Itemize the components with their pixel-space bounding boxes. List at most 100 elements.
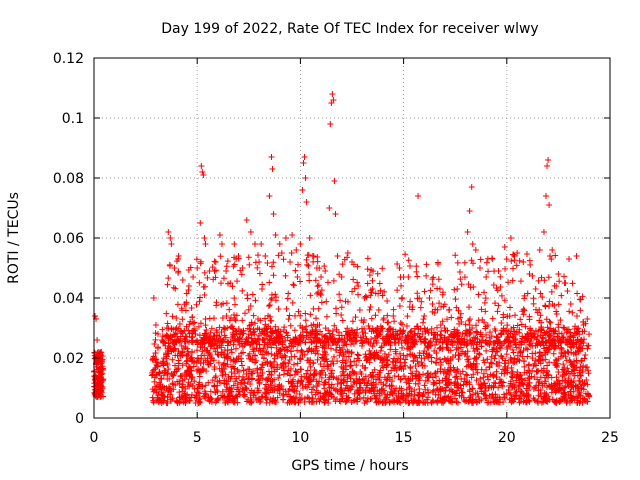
- data-point: [164, 361, 171, 368]
- data-point: [192, 331, 199, 338]
- data-point: [268, 291, 275, 298]
- data-point: [303, 256, 310, 263]
- data-point: [487, 329, 494, 336]
- data-point: [265, 312, 272, 319]
- data-point: [582, 390, 589, 397]
- data-point: [150, 295, 157, 301]
- data-point: [274, 387, 281, 394]
- data-point: [301, 154, 308, 160]
- data-point: [542, 378, 549, 385]
- data-point: [206, 397, 213, 404]
- data-point: [497, 345, 504, 352]
- data-point: [164, 376, 171, 383]
- data-point: [413, 263, 420, 270]
- data-point: [310, 321, 317, 328]
- data-point: [284, 347, 291, 354]
- data-point: [317, 361, 324, 368]
- data-point: [423, 261, 430, 268]
- data-point: [585, 370, 592, 377]
- data-point: [537, 312, 544, 319]
- data-point: [533, 336, 540, 343]
- data-point: [211, 332, 218, 339]
- data-point: [207, 388, 214, 395]
- data-point: [267, 317, 274, 324]
- data-point: [492, 300, 499, 307]
- data-point: [289, 232, 296, 238]
- data-point: [483, 347, 490, 354]
- data-point: [271, 352, 278, 359]
- data-point: [313, 387, 320, 394]
- data-point: [555, 271, 562, 277]
- data-point: [400, 352, 407, 359]
- data-point: [228, 349, 235, 356]
- data-point: [211, 258, 218, 265]
- data-point: [364, 280, 371, 287]
- data-point: [449, 338, 456, 345]
- data-point: [97, 370, 104, 376]
- data-point: [221, 360, 228, 367]
- data-point: [561, 273, 568, 280]
- data-point: [177, 333, 184, 340]
- data-point: [576, 344, 583, 351]
- data-point: [203, 368, 210, 375]
- data-point: [279, 339, 286, 346]
- data-point: [95, 388, 102, 394]
- data-point: [428, 329, 435, 336]
- data-point: [170, 339, 177, 346]
- data-point: [396, 265, 403, 271]
- y-tick-label: 0.08: [53, 171, 84, 187]
- data-point: [510, 324, 517, 331]
- data-point: [284, 295, 291, 302]
- data-point: [493, 333, 500, 340]
- data-point: [335, 376, 342, 383]
- data-point: [227, 323, 234, 330]
- data-point: [534, 309, 541, 316]
- data-point: [357, 369, 364, 376]
- data-point: [512, 331, 519, 338]
- data-point: [391, 318, 398, 325]
- data-point: [175, 269, 182, 276]
- data-point: [480, 374, 487, 381]
- data-point: [525, 392, 532, 399]
- data-point: [278, 250, 285, 256]
- data-point: [212, 259, 219, 265]
- data-point: [543, 193, 550, 199]
- data-point: [520, 306, 527, 313]
- data-point: [182, 399, 189, 406]
- data-point: [365, 339, 372, 346]
- data-point: [543, 398, 550, 405]
- data-point: [200, 359, 207, 366]
- data-point: [234, 278, 241, 285]
- data-point: [517, 316, 524, 323]
- data-point: [536, 247, 543, 253]
- data-point: [357, 395, 364, 402]
- data-point: [329, 331, 336, 338]
- data-point: [334, 253, 341, 259]
- data-point: [331, 322, 338, 329]
- data-point: [427, 287, 434, 294]
- data-point: [364, 255, 371, 262]
- data-point: [540, 365, 547, 372]
- data-point: [307, 330, 314, 337]
- data-point: [504, 313, 511, 320]
- data-point: [560, 324, 567, 331]
- data-point: [219, 388, 226, 395]
- data-point: [271, 358, 278, 365]
- data-point: [310, 258, 317, 265]
- data-point: [338, 311, 345, 318]
- data-point: [537, 290, 544, 297]
- data-point: [437, 322, 444, 328]
- data-point: [257, 317, 264, 324]
- data-point: [585, 342, 592, 349]
- data-point: [456, 335, 463, 342]
- data-point: [444, 369, 451, 376]
- data-point: [233, 393, 240, 400]
- data-point: [206, 315, 213, 322]
- data-point: [532, 286, 539, 292]
- data-point: [431, 370, 438, 377]
- data-point: [466, 304, 473, 311]
- data-point: [521, 377, 528, 384]
- data-point: [221, 354, 228, 361]
- data-point: [339, 395, 346, 402]
- data-point: [477, 375, 484, 382]
